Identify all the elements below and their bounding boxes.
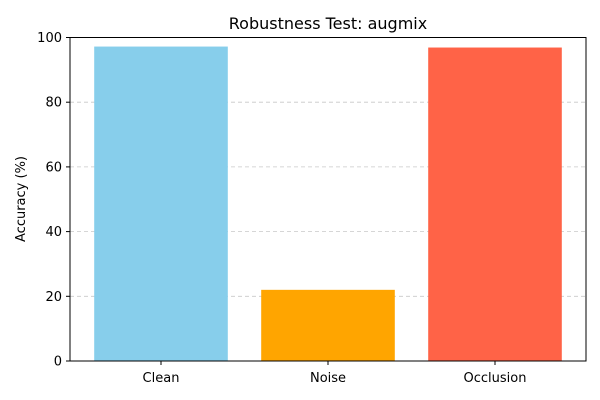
x-tick-label: Clean (143, 371, 180, 386)
bars (94, 46, 562, 362)
bar-noise (261, 289, 395, 361)
x-tick-label: Occlusion (464, 371, 527, 386)
y-tick-label: 20 (45, 290, 62, 305)
x-axis-ticks: Clean Noise Occlusion (143, 361, 527, 386)
bar-occlusion (428, 47, 562, 361)
chart-title: Robustness Test: augmix (229, 14, 427, 33)
y-axis-ticks: 0 20 40 60 80 100 (37, 31, 70, 370)
y-tick-label: 80 (45, 96, 62, 111)
y-tick-label: 100 (37, 31, 62, 46)
y-axis-label: Accuracy (%) (14, 156, 29, 242)
y-tick-label: 60 (45, 160, 62, 175)
y-tick-label: 40 (45, 225, 62, 240)
bar-clean (94, 46, 228, 362)
x-tick-label: Noise (310, 371, 346, 386)
y-tick-label: 0 (54, 355, 62, 370)
